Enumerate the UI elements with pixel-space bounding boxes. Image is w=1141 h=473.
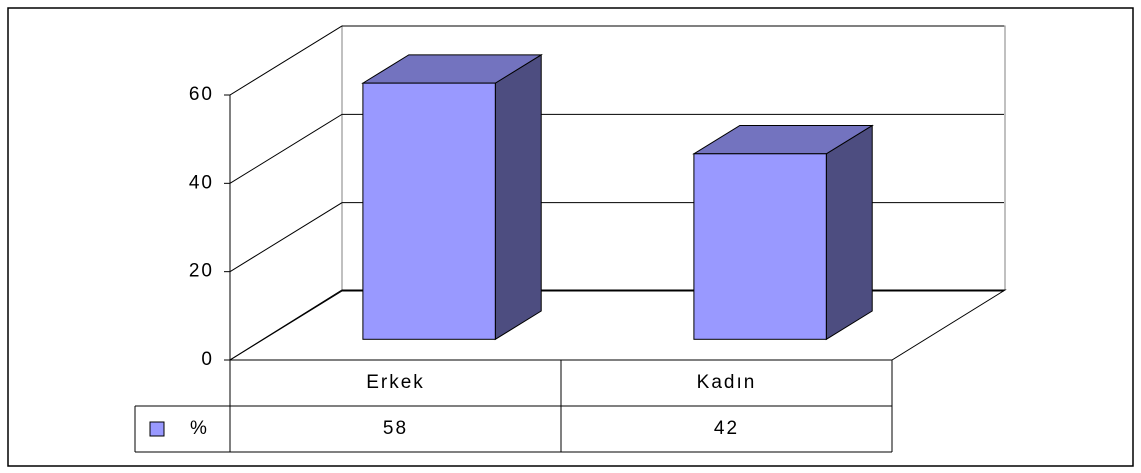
floor bbox=[228, 289, 1007, 361]
bar-side bbox=[494, 53, 542, 341]
table-value: 58 bbox=[383, 418, 408, 439]
legend-swatch bbox=[149, 421, 165, 437]
y-tick-label: 40 bbox=[189, 172, 214, 193]
table-value: 42 bbox=[714, 418, 739, 439]
legend-label: % bbox=[190, 418, 209, 439]
x-tick-label: Erkek bbox=[366, 372, 425, 393]
y-tick-label: 0 bbox=[201, 349, 214, 370]
grid-line bbox=[229, 113, 1004, 184]
y-tick-label: 60 bbox=[189, 84, 214, 105]
x-tick-label: Kadın bbox=[697, 372, 757, 393]
bar bbox=[693, 153, 827, 340]
y-tick-label: 20 bbox=[189, 261, 214, 282]
grid-line bbox=[229, 25, 1004, 96]
data-table bbox=[134, 360, 893, 453]
bar-side bbox=[825, 124, 873, 341]
bar bbox=[362, 82, 496, 340]
